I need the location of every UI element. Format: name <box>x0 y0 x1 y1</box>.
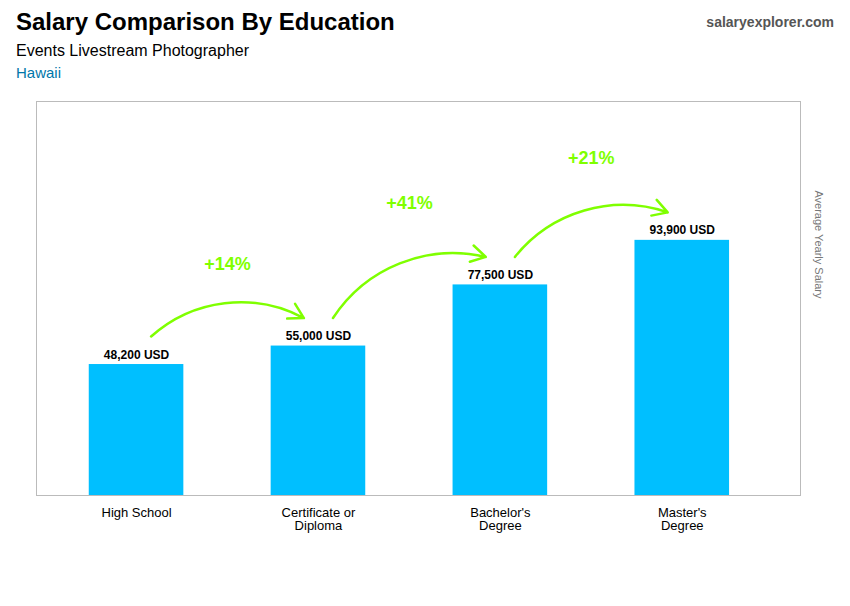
svg-text:77,500 USD: 77,500 USD <box>468 268 534 282</box>
svg-text:93,900 USD: 93,900 USD <box>650 223 716 237</box>
svg-text:+14%: +14% <box>204 254 251 274</box>
svg-text:Bachelor'sDegree: Bachelor'sDegree <box>470 505 531 533</box>
html-text:salaryexplorer.com: salaryexplorer.com <box>706 14 834 30</box>
svg-text:Master'sDegree: Master'sDegree <box>658 505 707 533</box>
svg-text:Certificate orDiploma: Certificate orDiploma <box>282 505 356 533</box>
html-text:Hawaii: Hawaii <box>16 64 61 81</box>
svg-text:+21%: +21% <box>568 148 615 168</box>
svg-text:48,200 USD: 48,200 USD <box>104 348 170 362</box>
html-text:Salary Comparison By Education: Salary Comparison By Education <box>16 8 395 35</box>
svg-text:55,000 USD: 55,000 USD <box>286 329 352 343</box>
svg-text:Average Yearly Salary: Average Yearly Salary <box>813 190 825 299</box>
svg-text:High School: High School <box>101 505 171 520</box>
svg-text:+41%: +41% <box>386 193 433 213</box>
html-text:Events Livestream Photographer: Events Livestream Photographer <box>16 42 249 59</box>
